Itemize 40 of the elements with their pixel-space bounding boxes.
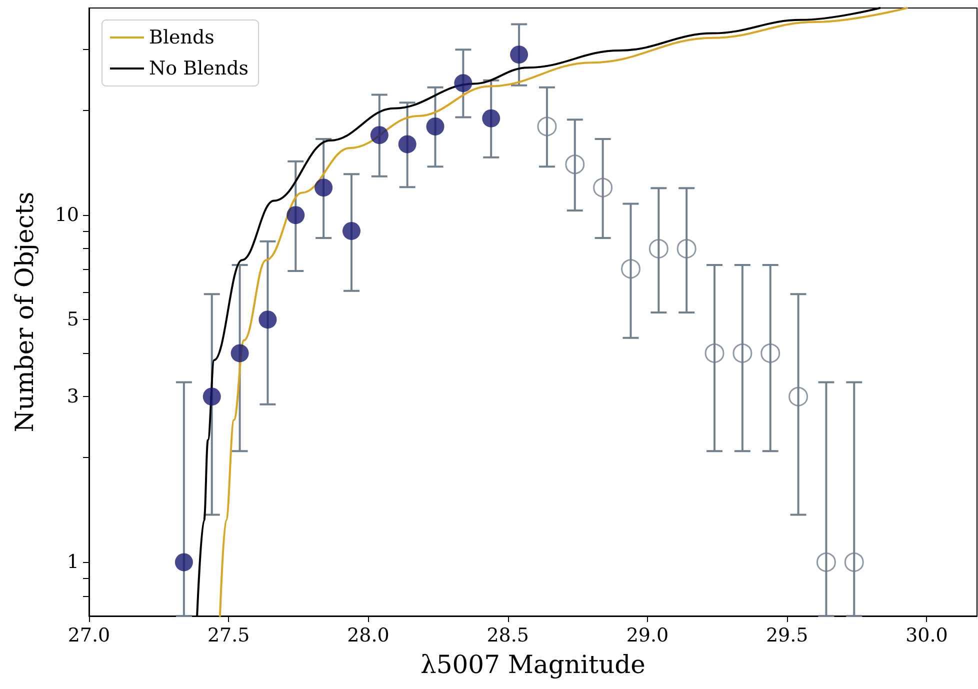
point [648, 238, 668, 258]
point [426, 117, 444, 136]
point [676, 238, 696, 258]
x-tick-label: 27.0 [68, 624, 110, 646]
point [314, 178, 333, 197]
x-tick-label: 30.0 [906, 624, 948, 646]
point [788, 386, 808, 406]
x-axis-title: λ5007 Magnitude [420, 650, 646, 679]
legend-label: Blends [149, 26, 214, 48]
point [342, 222, 360, 240]
point [844, 552, 864, 572]
x-tick-label: 27.5 [207, 624, 250, 646]
y-tick-label: 1 [66, 551, 79, 574]
y-tick-label: 10 [54, 204, 79, 226]
point [454, 74, 472, 92]
y-tick-label: 3 [66, 386, 79, 408]
y-axis-title: Number of Objects [10, 192, 39, 432]
point [510, 46, 528, 64]
x-tick-label: 28.0 [347, 624, 390, 646]
x-tick-label: 28.5 [486, 624, 530, 646]
point [732, 343, 752, 363]
x-tick-label: 29.5 [766, 624, 808, 646]
point [370, 126, 388, 144]
point [202, 388, 221, 406]
point [398, 135, 416, 154]
point [537, 116, 557, 136]
point [482, 109, 500, 128]
point [258, 310, 277, 329]
point [621, 259, 640, 279]
point [286, 206, 305, 224]
legend-label: No Blends [149, 58, 249, 80]
point [565, 154, 585, 174]
y-tick-label: 5 [66, 308, 79, 331]
point [230, 344, 249, 362]
point [593, 178, 613, 198]
x-tick-label: 29.0 [626, 624, 669, 646]
point [704, 343, 724, 363]
point [760, 343, 780, 363]
point [174, 553, 193, 572]
point [816, 552, 836, 572]
